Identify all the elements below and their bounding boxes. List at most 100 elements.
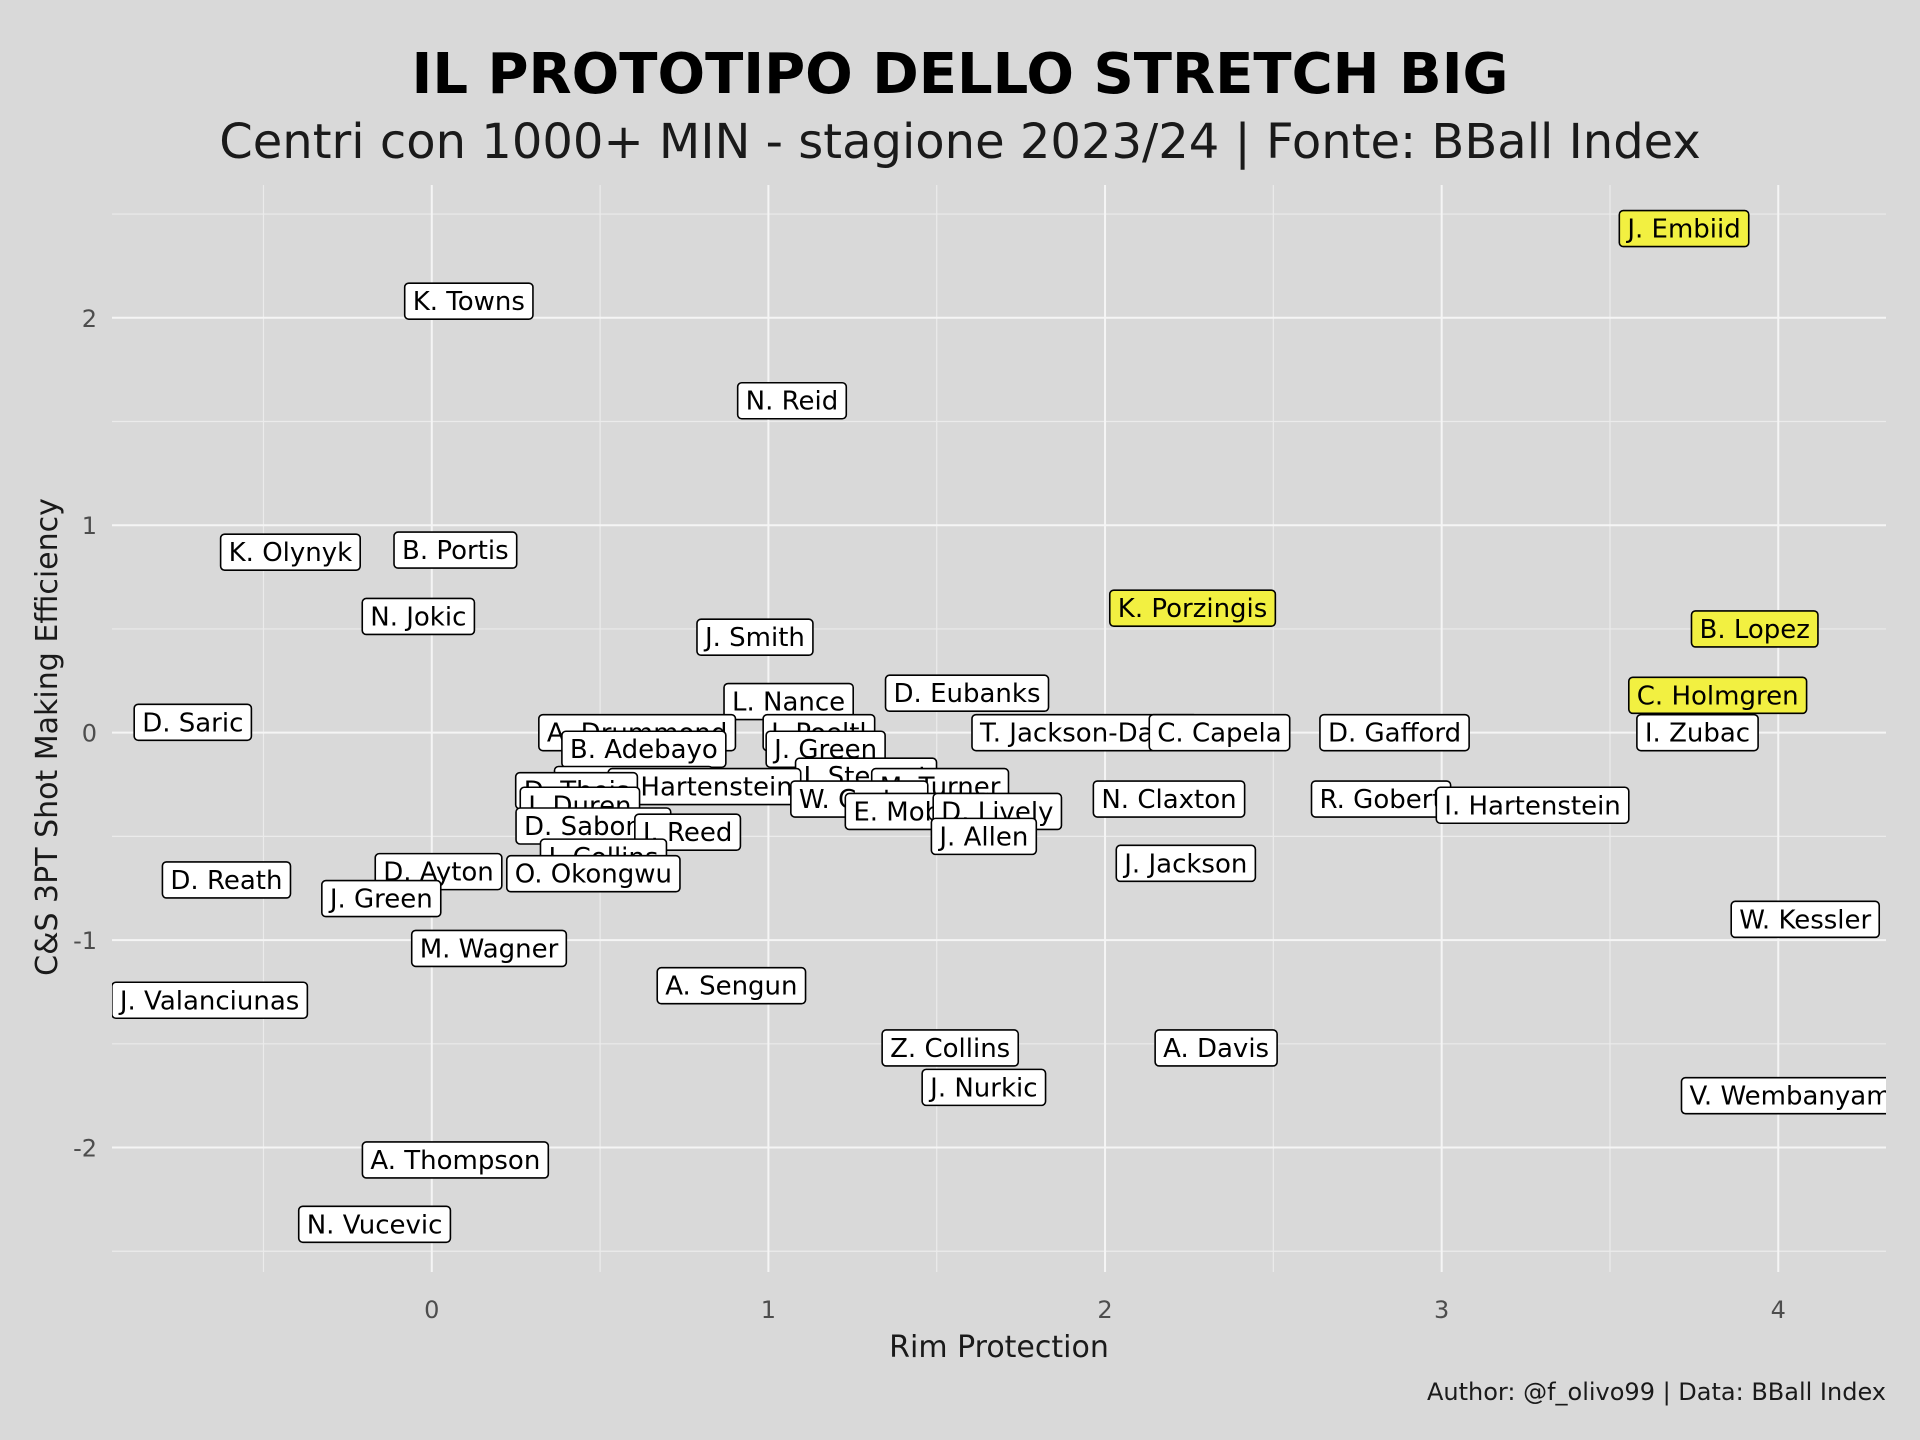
label-box (133, 703, 253, 742)
player-name: J. Embiid (1625, 215, 1740, 245)
player-name: N. Vucevic (307, 1210, 443, 1240)
player-label: A. Thompson (361, 1141, 550, 1179)
player-name: O. Okongwu (515, 860, 672, 890)
label-box (112, 981, 309, 1020)
x-tick-label: 0 (424, 1296, 439, 1324)
label-box (1115, 844, 1257, 883)
player-name: D. Reath (170, 866, 282, 896)
player-name: N. Reid (746, 387, 839, 417)
label-box (1680, 1076, 1886, 1115)
player-name: J. Smith (703, 623, 805, 653)
label-box (1730, 900, 1881, 939)
player-label: K. Olynyk (219, 533, 361, 571)
player-label: I. Hartenstein (607, 767, 802, 806)
player-label: T. Jackson-Davis (971, 713, 1199, 752)
y-tick-label: -1 (73, 927, 97, 955)
player-name: K. Olynyk (229, 538, 353, 568)
player-label: J. Nurkic (921, 1068, 1047, 1107)
player-label: B. Adebayo (561, 730, 727, 769)
player-name: B. Lopez (1699, 615, 1809, 645)
label-box (1148, 713, 1291, 752)
player-label: D. Sabonis (515, 807, 672, 845)
label-box (505, 854, 681, 893)
label-box (881, 1029, 1020, 1067)
player-name: J. Allen (937, 822, 1028, 852)
player-label: N. Claxton (1092, 780, 1246, 818)
player-label: N. Jokic (361, 597, 476, 636)
player-label: J. Green (321, 879, 442, 918)
player-name: A. Sengun (665, 972, 797, 1002)
label-box (1435, 786, 1630, 825)
x-tick-label: 2 (1097, 1296, 1112, 1324)
label-box (696, 618, 814, 657)
player-label: A. Sengun (656, 966, 807, 1005)
player-name: J. Green (328, 885, 433, 915)
label-box (1154, 1029, 1278, 1067)
player-name: J. Jackson (1122, 849, 1247, 879)
y-axis-title: C&S 3PT Shot Making Efficiency (30, 498, 65, 976)
label-box (410, 929, 568, 968)
player-name: B. Portis (402, 536, 509, 566)
player-label: A. Davis (1154, 1029, 1278, 1067)
player-label: J. Valanciunas (112, 981, 309, 1020)
player-name: B. Adebayo (570, 735, 718, 765)
label-box (1092, 780, 1246, 818)
player-label: L. Nance (723, 682, 854, 721)
label-box (321, 879, 442, 918)
x-tick-label: 3 (1434, 1296, 1449, 1324)
player-label: I. Zubac (1636, 713, 1759, 752)
player-name: J. Valanciunas (118, 986, 300, 1016)
player-name: C. Holmgren (1637, 681, 1799, 711)
chart-title: IL PROTOTIPO DELLO STRETCH BIG (411, 42, 1508, 107)
player-label: K. Towns (403, 282, 534, 320)
player-labels: K. Towns N. Reid K. Olynyk B. Portis N. Joki… (112, 209, 1886, 1244)
label-box (930, 817, 1038, 856)
player-name: D. Gafford (1328, 719, 1461, 749)
player-name: I. Hartenstein (1444, 791, 1620, 821)
player-label: B. Lopez (1690, 610, 1819, 648)
player-name: I. Hartenstein (616, 773, 792, 803)
player-label: J. Jackson (1115, 844, 1257, 883)
player-name: K. Porzingis (1118, 594, 1268, 624)
label-box (1627, 676, 1808, 715)
x-tick-label: 1 (761, 1296, 776, 1324)
player-label: B. Portis (393, 531, 518, 569)
player-name: K. Towns (413, 287, 525, 317)
label-box (921, 1068, 1047, 1107)
player-label: N. Vucevic (297, 1205, 452, 1244)
player-name: A. Thompson (370, 1146, 540, 1176)
label-box (656, 966, 807, 1005)
player-name: N. Claxton (1101, 785, 1236, 815)
player-label: C. Capela (1148, 713, 1291, 752)
player-label: W. Kessler (1730, 900, 1881, 939)
label-box (1618, 209, 1750, 248)
player-label: C. Holmgren (1627, 676, 1808, 715)
label-box (361, 597, 476, 636)
player-label: D. Eubanks (884, 674, 1050, 713)
player-label: N. Reid (736, 381, 848, 420)
label-box (1319, 713, 1470, 752)
player-name: N. Jokic (370, 602, 466, 632)
player-label: M. Wagner (410, 929, 568, 968)
y-tick-label: -2 (73, 1135, 97, 1163)
player-label: V. Wembanyama (1680, 1076, 1886, 1115)
label-box (403, 282, 534, 320)
player-label: Z. Collins (881, 1029, 1020, 1067)
y-tick-label: 1 (82, 512, 97, 540)
player-name: J. Nurkic (928, 1073, 1037, 1103)
player-label: J. Allen (930, 817, 1038, 856)
player-label: J. Embiid (1618, 209, 1750, 248)
player-name: L. Nance (732, 688, 845, 718)
player-name: D. Saric (142, 708, 243, 738)
chart-subtitle: Centri con 1000+ MIN - stagione 2023/24 … (219, 114, 1701, 170)
player-label: K. Porzingis (1108, 589, 1277, 627)
label-box (736, 381, 848, 420)
player-label: D. Gafford (1319, 713, 1470, 752)
player-name: M. Wagner (420, 934, 559, 964)
player-label: R. Gobert (1310, 780, 1452, 818)
x-tick-label: 4 (1771, 1296, 1786, 1324)
axis-ticks: 0 1 2 3 4 -2 -1 0 1 2 (73, 305, 1786, 1324)
label-box (161, 861, 292, 899)
label-box (297, 1205, 452, 1244)
